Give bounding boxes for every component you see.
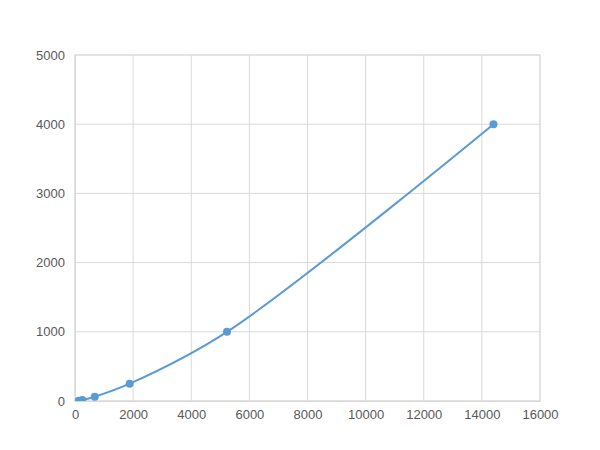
grid-line bbox=[133, 55, 134, 401]
point bbox=[490, 120, 498, 128]
tick: 2000 bbox=[119, 401, 148, 422]
y-axis: 0 1000 2000 3000 4000 5000 bbox=[36, 48, 75, 409]
axis-line bbox=[75, 56, 76, 402]
chart: 0 2000 4000 6000 8000 10000 12000 14000 16000 0 10… bbox=[0, 0, 600, 450]
tick: 14000 bbox=[464, 401, 500, 422]
tick-label: 2000 bbox=[119, 407, 148, 422]
tick-label: 1000 bbox=[36, 324, 65, 339]
grid-line bbox=[249, 55, 250, 401]
tick: 3000 bbox=[36, 186, 75, 201]
point bbox=[91, 393, 99, 401]
tick: 1000 bbox=[36, 324, 75, 339]
tick-label: 5000 bbox=[36, 48, 65, 63]
tick: 4000 bbox=[36, 117, 75, 132]
x-axis: 0 2000 4000 6000 8000 10000 12000 14000 16000 bbox=[72, 401, 559, 422]
tick: 12000 bbox=[406, 401, 442, 422]
tick-label: 2000 bbox=[36, 255, 65, 270]
grid bbox=[75, 55, 540, 401]
grid-line bbox=[481, 55, 482, 401]
tick: 10000 bbox=[348, 401, 384, 422]
tick-label: 16000 bbox=[522, 407, 558, 422]
tick: 2000 bbox=[36, 255, 75, 270]
axis-line bbox=[76, 401, 541, 402]
tick-label: 4000 bbox=[177, 407, 206, 422]
tick: 16000 bbox=[522, 401, 558, 422]
tick: 4000 bbox=[177, 401, 206, 422]
tick-label: 6000 bbox=[235, 407, 264, 422]
point bbox=[126, 380, 134, 388]
tick-label: 10000 bbox=[348, 407, 384, 422]
series bbox=[75, 120, 497, 401]
plot: 0 2000 4000 6000 8000 10000 12000 14000 16000 0 10… bbox=[36, 48, 559, 423]
tick-label: 0 bbox=[58, 394, 65, 409]
tick-label: 4000 bbox=[36, 117, 65, 132]
tick: 0 bbox=[72, 401, 79, 422]
tick-label: 14000 bbox=[464, 407, 500, 422]
point bbox=[223, 328, 231, 336]
tick: 6000 bbox=[235, 401, 264, 422]
point bbox=[78, 396, 86, 401]
grid-line bbox=[191, 55, 192, 401]
grid-line bbox=[307, 55, 308, 401]
grid-line bbox=[423, 55, 424, 401]
tick: 5000 bbox=[36, 48, 75, 63]
tick: 0 bbox=[58, 394, 75, 409]
tick: 8000 bbox=[294, 401, 323, 422]
tick-label: 3000 bbox=[36, 186, 65, 201]
plot-frame bbox=[75, 55, 540, 401]
tick-label: 12000 bbox=[406, 407, 442, 422]
tick-label: 0 bbox=[72, 407, 79, 422]
line bbox=[78, 124, 493, 401]
tick-label: 8000 bbox=[294, 407, 323, 422]
